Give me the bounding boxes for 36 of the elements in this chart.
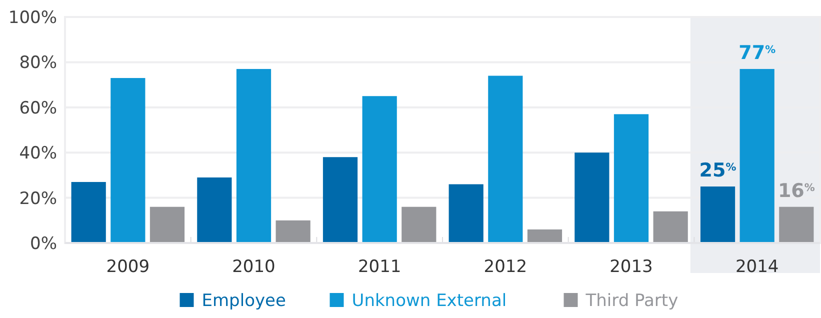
x-tick-label: 2013: [610, 257, 653, 277]
legend-label: Employee: [202, 291, 286, 311]
bar: [322, 157, 358, 243]
bar: [700, 186, 736, 243]
bar: [362, 96, 397, 243]
bar: [653, 211, 688, 243]
bar: [527, 229, 562, 243]
bar: [276, 220, 310, 243]
y-tick-label: 100%: [8, 8, 57, 28]
bar: [574, 152, 610, 243]
bar: [71, 182, 106, 243]
data-label: 16$^{%}$: [778, 180, 816, 202]
y-tick-label: 40%: [19, 144, 57, 164]
data-label: 25$^{%}$: [699, 160, 737, 182]
data-label: 77$^{%}$: [738, 42, 776, 64]
x-tick-label: 2009: [106, 257, 150, 277]
x-tick-label: 2010: [232, 257, 276, 277]
y-tick-label: 20%: [19, 188, 57, 209]
y-tick-label: 0%: [30, 234, 57, 254]
bar: [740, 68, 774, 243]
bar: [779, 206, 814, 243]
y-tick-label: 80%: [19, 53, 57, 74]
bar: [110, 78, 146, 243]
bar: [150, 206, 185, 243]
x-tick-label: 2012: [484, 257, 528, 277]
bar: [402, 206, 436, 243]
y-tick-label: 60%: [19, 98, 57, 118]
bar: [197, 177, 232, 243]
legend-label: Third Party: [584, 291, 678, 311]
legend-label: Unknown External: [352, 291, 507, 311]
bar: [448, 184, 484, 243]
bar: [488, 76, 523, 243]
bar: [236, 68, 272, 243]
bar: [614, 114, 649, 243]
x-tick-label: 2014: [735, 257, 779, 277]
x-tick-label: 2011: [358, 257, 402, 277]
